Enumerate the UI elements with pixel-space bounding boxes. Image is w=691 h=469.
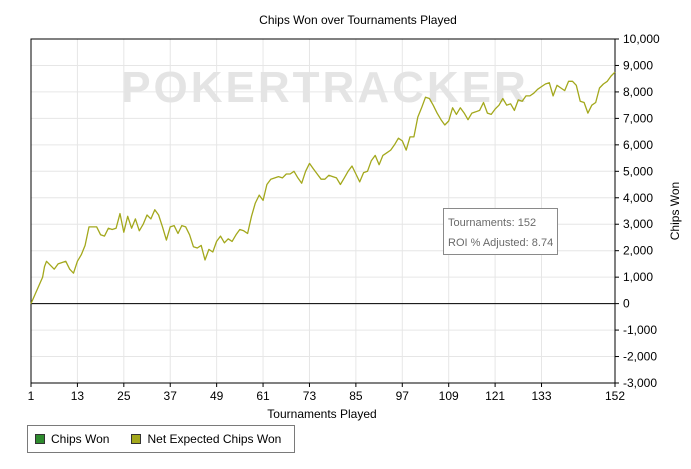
x-tick-label: 152 bbox=[605, 389, 625, 403]
x-tick-label: 109 bbox=[439, 389, 459, 403]
legend-swatch-chips-won bbox=[35, 434, 45, 444]
x-tick-label: 37 bbox=[164, 389, 178, 403]
series bbox=[30, 71, 616, 304]
legend: Chips Won Net Expected Chips Won bbox=[27, 425, 295, 453]
y-tick-label: 8,000 bbox=[623, 85, 653, 99]
tooltip-tournaments: Tournaments: 152 bbox=[448, 213, 557, 233]
data-tooltip: Tournaments: 152 ROI % Adjusted: 8.74 bbox=[443, 208, 558, 255]
y-tick-label: 0 bbox=[623, 297, 630, 311]
x-tick-label: 73 bbox=[303, 389, 317, 403]
plot-frame bbox=[30, 38, 616, 384]
y-tick-label: 10,000 bbox=[623, 32, 660, 46]
chart-title: Chips Won over Tournaments Played bbox=[259, 13, 457, 27]
legend-label-net-expected: Net Expected Chips Won bbox=[147, 432, 282, 446]
tooltip-tournaments-label: Tournaments: bbox=[448, 217, 515, 229]
y-tick-label: -3,000 bbox=[623, 376, 657, 390]
y-tick-label: 9,000 bbox=[623, 58, 653, 72]
x-tick-label: 133 bbox=[532, 389, 552, 403]
labels: -3,000 -2,000 -1,000 0 1,000 2,000 3,000 4,000 5… bbox=[28, 32, 660, 403]
x-tick-label: 49 bbox=[210, 389, 224, 403]
y-tick-label: 3,000 bbox=[623, 217, 653, 231]
legend-swatch-net-expected bbox=[131, 434, 142, 444]
y-tick-label: 4,000 bbox=[623, 191, 653, 205]
x-tick-label: 97 bbox=[396, 389, 410, 403]
series-line-net-expected-chips-won bbox=[30, 71, 616, 304]
x-tick-label: 1 bbox=[28, 389, 35, 403]
tooltip-roi: ROI % Adjusted: 8.74 bbox=[448, 233, 557, 253]
legend-item-net-expected[interactable]: Net Expected Chips Won bbox=[131, 432, 281, 446]
x-tick-label: 13 bbox=[71, 389, 85, 403]
y-tick-label: 7,000 bbox=[623, 111, 653, 125]
x-axis-label: Tournaments Played bbox=[267, 407, 376, 421]
tooltip-roi-value: 8.74 bbox=[531, 237, 554, 249]
y-tick-label: 6,000 bbox=[623, 138, 653, 152]
tooltip-tournaments-value: 152 bbox=[517, 217, 537, 229]
y-tick-label: -1,000 bbox=[623, 323, 657, 337]
y-axis-label: Chips Won bbox=[668, 182, 682, 240]
x-tick-label: 61 bbox=[256, 389, 270, 403]
y-tick-label: -2,000 bbox=[623, 350, 657, 364]
y-tick-label: 2,000 bbox=[623, 244, 653, 258]
legend-label-chips-won: Chips Won bbox=[51, 432, 110, 446]
x-tick-label: 25 bbox=[117, 389, 131, 403]
x-tick-label: 121 bbox=[485, 389, 505, 403]
watermark-logo: POKERTRACKER bbox=[121, 63, 529, 112]
y-tick-label: 1,000 bbox=[623, 270, 653, 284]
y-tick-label: 5,000 bbox=[623, 164, 653, 178]
x-tick-label: 85 bbox=[349, 389, 363, 403]
tooltip-roi-label: ROI % Adjusted: bbox=[448, 237, 529, 249]
legend-item-chips-won[interactable]: Chips Won bbox=[35, 432, 109, 446]
axes bbox=[30, 38, 619, 387]
